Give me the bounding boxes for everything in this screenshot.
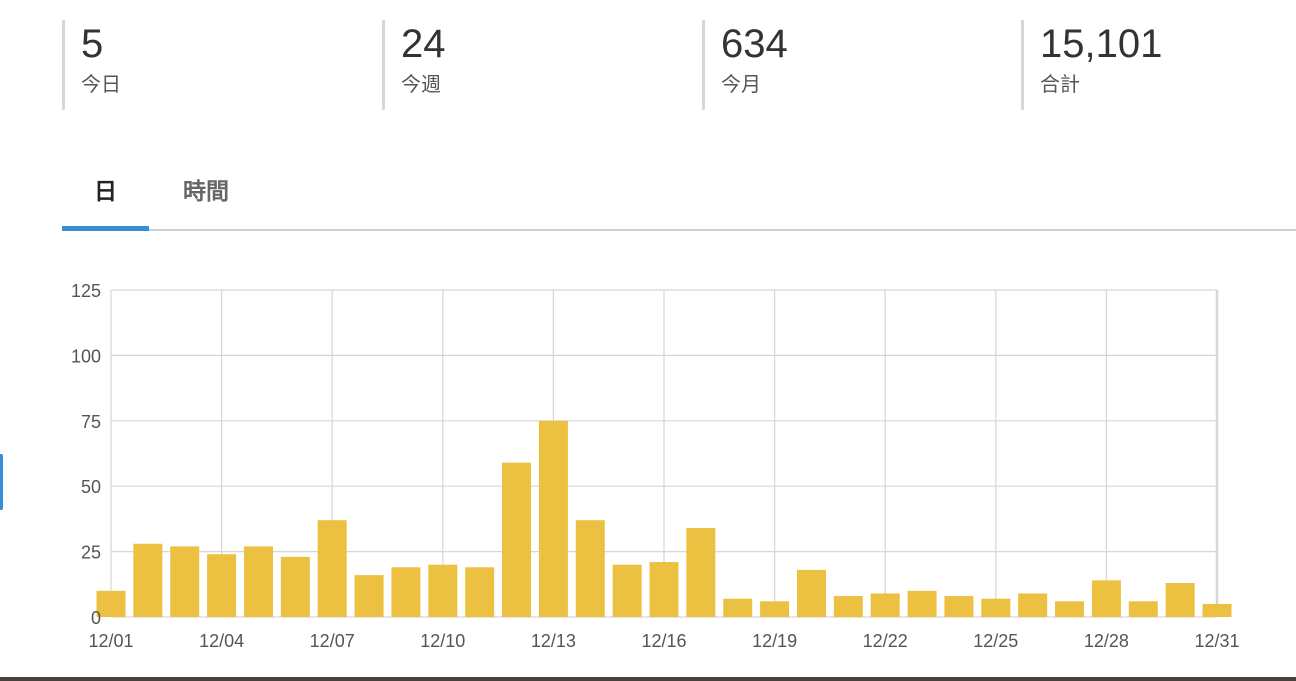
stat-today-label: 今日 bbox=[81, 72, 121, 96]
x-tick-label: 12/07 bbox=[310, 631, 355, 651]
bar[interactable] bbox=[391, 567, 421, 617]
chart-bars bbox=[96, 420, 1232, 617]
x-axis-labels: 12/01 12/04 12/07 12/10 12/13 12/16 12/19 12/22… bbox=[88, 631, 1239, 651]
bar[interactable] bbox=[1202, 603, 1232, 617]
y-tick-label: 125 bbox=[71, 281, 101, 301]
stat-today: 5 今日 bbox=[62, 20, 121, 110]
bar[interactable] bbox=[870, 593, 900, 617]
bar[interactable] bbox=[1055, 601, 1085, 617]
x-tick-label: 12/01 bbox=[88, 631, 133, 651]
stat-month-label: 今月 bbox=[721, 72, 761, 96]
bar[interactable] bbox=[133, 543, 163, 617]
y-tick-label: 50 bbox=[81, 477, 101, 497]
bar[interactable] bbox=[981, 598, 1011, 617]
bar[interactable] bbox=[760, 601, 790, 617]
x-tick-label: 12/13 bbox=[531, 631, 576, 651]
y-axis-labels: 0 25 50 75 100 125 bbox=[71, 281, 101, 628]
active-tab-indicator bbox=[62, 226, 149, 231]
stat-week-value: 24 bbox=[401, 22, 446, 66]
bar[interactable] bbox=[612, 564, 642, 617]
bar[interactable] bbox=[280, 556, 310, 617]
stat-week: 24 今週 bbox=[382, 20, 446, 110]
bar[interactable] bbox=[1128, 601, 1158, 617]
stat-today-value: 5 bbox=[81, 22, 104, 66]
bar[interactable] bbox=[502, 462, 532, 617]
y-tick-label: 0 bbox=[91, 608, 101, 628]
stat-week-label: 今週 bbox=[401, 72, 441, 96]
bar[interactable] bbox=[1165, 582, 1195, 617]
x-tick-label: 12/04 bbox=[199, 631, 244, 651]
bar[interactable] bbox=[723, 598, 753, 617]
stat-month: 634 今月 bbox=[702, 20, 788, 110]
bar[interactable] bbox=[243, 546, 273, 617]
bar[interactable] bbox=[538, 420, 568, 617]
bar[interactable] bbox=[207, 554, 237, 617]
tab-bar: 日 時間 bbox=[62, 160, 1296, 232]
tab-hour[interactable]: 時間 bbox=[183, 179, 229, 205]
x-tick-label: 12/22 bbox=[863, 631, 908, 651]
x-tick-label: 12/19 bbox=[752, 631, 797, 651]
tab-day[interactable]: 日 bbox=[94, 179, 117, 205]
x-tick-label: 12/31 bbox=[1194, 631, 1239, 651]
stat-total-label: 合計 bbox=[1040, 72, 1080, 96]
bar[interactable] bbox=[317, 520, 347, 617]
bar[interactable] bbox=[686, 528, 716, 617]
x-tick-label: 12/10 bbox=[420, 631, 465, 651]
bar[interactable] bbox=[796, 569, 826, 617]
bar[interactable] bbox=[96, 590, 126, 617]
y-tick-label: 25 bbox=[81, 543, 101, 563]
bar[interactable] bbox=[1091, 580, 1121, 617]
x-tick-label: 12/25 bbox=[973, 631, 1018, 651]
bar[interactable] bbox=[428, 564, 458, 617]
stat-month-value: 634 bbox=[721, 22, 788, 66]
bar[interactable] bbox=[944, 596, 974, 617]
bottom-edge bbox=[0, 677, 1296, 681]
stat-total: 15,101 合計 bbox=[1021, 20, 1162, 110]
edge-handle[interactable] bbox=[0, 454, 3, 510]
bar[interactable] bbox=[465, 567, 495, 617]
bar[interactable] bbox=[907, 590, 937, 617]
x-tick-label: 12/28 bbox=[1084, 631, 1129, 651]
y-tick-label: 100 bbox=[71, 346, 101, 366]
y-tick-label: 75 bbox=[81, 412, 101, 432]
bar[interactable] bbox=[1018, 593, 1048, 617]
stats-row: 5 今日 24 今週 634 今月 15,101 合計 bbox=[62, 20, 1296, 112]
bar[interactable] bbox=[354, 575, 384, 617]
bar[interactable] bbox=[833, 596, 863, 617]
stat-total-value: 15,101 bbox=[1040, 22, 1163, 66]
x-tick-label: 12/16 bbox=[641, 631, 686, 651]
bar[interactable] bbox=[575, 520, 605, 617]
bar[interactable] bbox=[649, 562, 679, 617]
bar[interactable] bbox=[170, 546, 200, 617]
tab-divider bbox=[62, 229, 1296, 231]
